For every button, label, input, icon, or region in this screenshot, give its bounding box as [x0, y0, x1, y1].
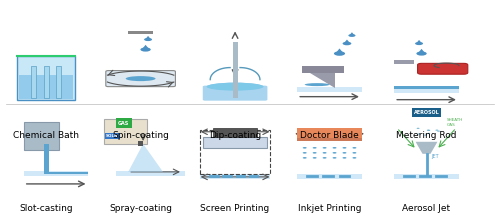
- FancyBboxPatch shape: [418, 63, 468, 74]
- Circle shape: [332, 152, 336, 154]
- Bar: [200, 174, 270, 179]
- Text: Spin-coating: Spin-coating: [112, 131, 169, 140]
- Circle shape: [312, 157, 316, 159]
- Polygon shape: [350, 32, 354, 35]
- Bar: [297, 174, 362, 179]
- Circle shape: [302, 147, 306, 149]
- Text: Doctor Blade: Doctor Blade: [300, 131, 359, 140]
- Polygon shape: [336, 49, 343, 53]
- Text: Slot-casting: Slot-casting: [20, 204, 73, 213]
- Circle shape: [342, 152, 346, 154]
- FancyBboxPatch shape: [106, 71, 176, 87]
- Text: SOLN: SOLN: [106, 134, 118, 138]
- Text: GAS: GAS: [118, 121, 130, 126]
- Polygon shape: [128, 144, 163, 172]
- Polygon shape: [304, 70, 334, 88]
- Circle shape: [352, 152, 356, 154]
- Circle shape: [322, 157, 326, 159]
- Circle shape: [302, 157, 306, 159]
- Polygon shape: [344, 40, 350, 43]
- Circle shape: [348, 34, 356, 37]
- Polygon shape: [146, 36, 150, 39]
- Circle shape: [332, 157, 336, 159]
- Circle shape: [416, 51, 426, 56]
- Circle shape: [342, 157, 346, 159]
- Bar: [394, 60, 414, 64]
- Text: Aerosol Jet: Aerosol Jet: [402, 204, 450, 213]
- Circle shape: [428, 133, 430, 134]
- Ellipse shape: [206, 83, 264, 91]
- Polygon shape: [416, 40, 422, 43]
- Text: Screen Printing: Screen Printing: [200, 204, 270, 213]
- Text: JET: JET: [432, 154, 439, 159]
- Bar: [31, 65, 36, 98]
- Circle shape: [312, 152, 316, 154]
- Circle shape: [352, 157, 356, 159]
- Circle shape: [352, 147, 356, 149]
- Bar: [24, 171, 88, 176]
- Circle shape: [342, 42, 351, 45]
- FancyBboxPatch shape: [24, 122, 58, 150]
- Bar: [302, 65, 344, 73]
- Bar: [44, 144, 49, 150]
- Bar: [200, 130, 270, 174]
- Text: Inkjet Printing: Inkjet Printing: [298, 204, 362, 213]
- Text: Metering Rod: Metering Rod: [396, 131, 457, 140]
- Circle shape: [332, 147, 336, 149]
- FancyBboxPatch shape: [104, 119, 147, 144]
- Bar: [232, 42, 237, 98]
- Bar: [394, 88, 459, 93]
- Ellipse shape: [205, 83, 265, 93]
- Polygon shape: [416, 142, 438, 154]
- Bar: [44, 172, 88, 174]
- Bar: [394, 86, 459, 89]
- Circle shape: [312, 147, 316, 149]
- Bar: [297, 87, 362, 92]
- Circle shape: [428, 130, 430, 131]
- Ellipse shape: [304, 83, 330, 86]
- Circle shape: [342, 147, 346, 149]
- Circle shape: [424, 135, 427, 136]
- Text: AEROSOL: AEROSOL: [414, 110, 440, 115]
- Bar: [56, 65, 61, 98]
- Text: Dip-coating: Dip-coating: [209, 131, 261, 140]
- Circle shape: [427, 130, 430, 131]
- Bar: [116, 171, 186, 176]
- Circle shape: [418, 134, 420, 135]
- Circle shape: [416, 128, 420, 129]
- Bar: [394, 174, 459, 179]
- Bar: [297, 128, 362, 140]
- FancyBboxPatch shape: [212, 128, 258, 137]
- Circle shape: [437, 131, 440, 132]
- Bar: [44, 65, 49, 98]
- Circle shape: [322, 152, 326, 154]
- Bar: [203, 137, 268, 148]
- Text: Spray-coating: Spray-coating: [109, 204, 172, 213]
- Bar: [297, 138, 362, 141]
- Bar: [44, 150, 49, 172]
- Circle shape: [144, 38, 152, 41]
- Circle shape: [322, 147, 326, 149]
- Polygon shape: [418, 49, 425, 53]
- Bar: [138, 141, 143, 146]
- Circle shape: [415, 42, 423, 45]
- FancyBboxPatch shape: [18, 56, 75, 100]
- Text: SHEATH
GAS: SHEATH GAS: [446, 118, 462, 127]
- Bar: [128, 31, 153, 34]
- Circle shape: [436, 129, 438, 131]
- Circle shape: [140, 48, 151, 52]
- Bar: [19, 75, 74, 99]
- Circle shape: [302, 152, 306, 154]
- FancyBboxPatch shape: [203, 86, 268, 101]
- Polygon shape: [142, 45, 149, 49]
- Circle shape: [334, 51, 345, 56]
- Text: Chemical Bath: Chemical Bath: [13, 131, 79, 140]
- Ellipse shape: [126, 76, 156, 81]
